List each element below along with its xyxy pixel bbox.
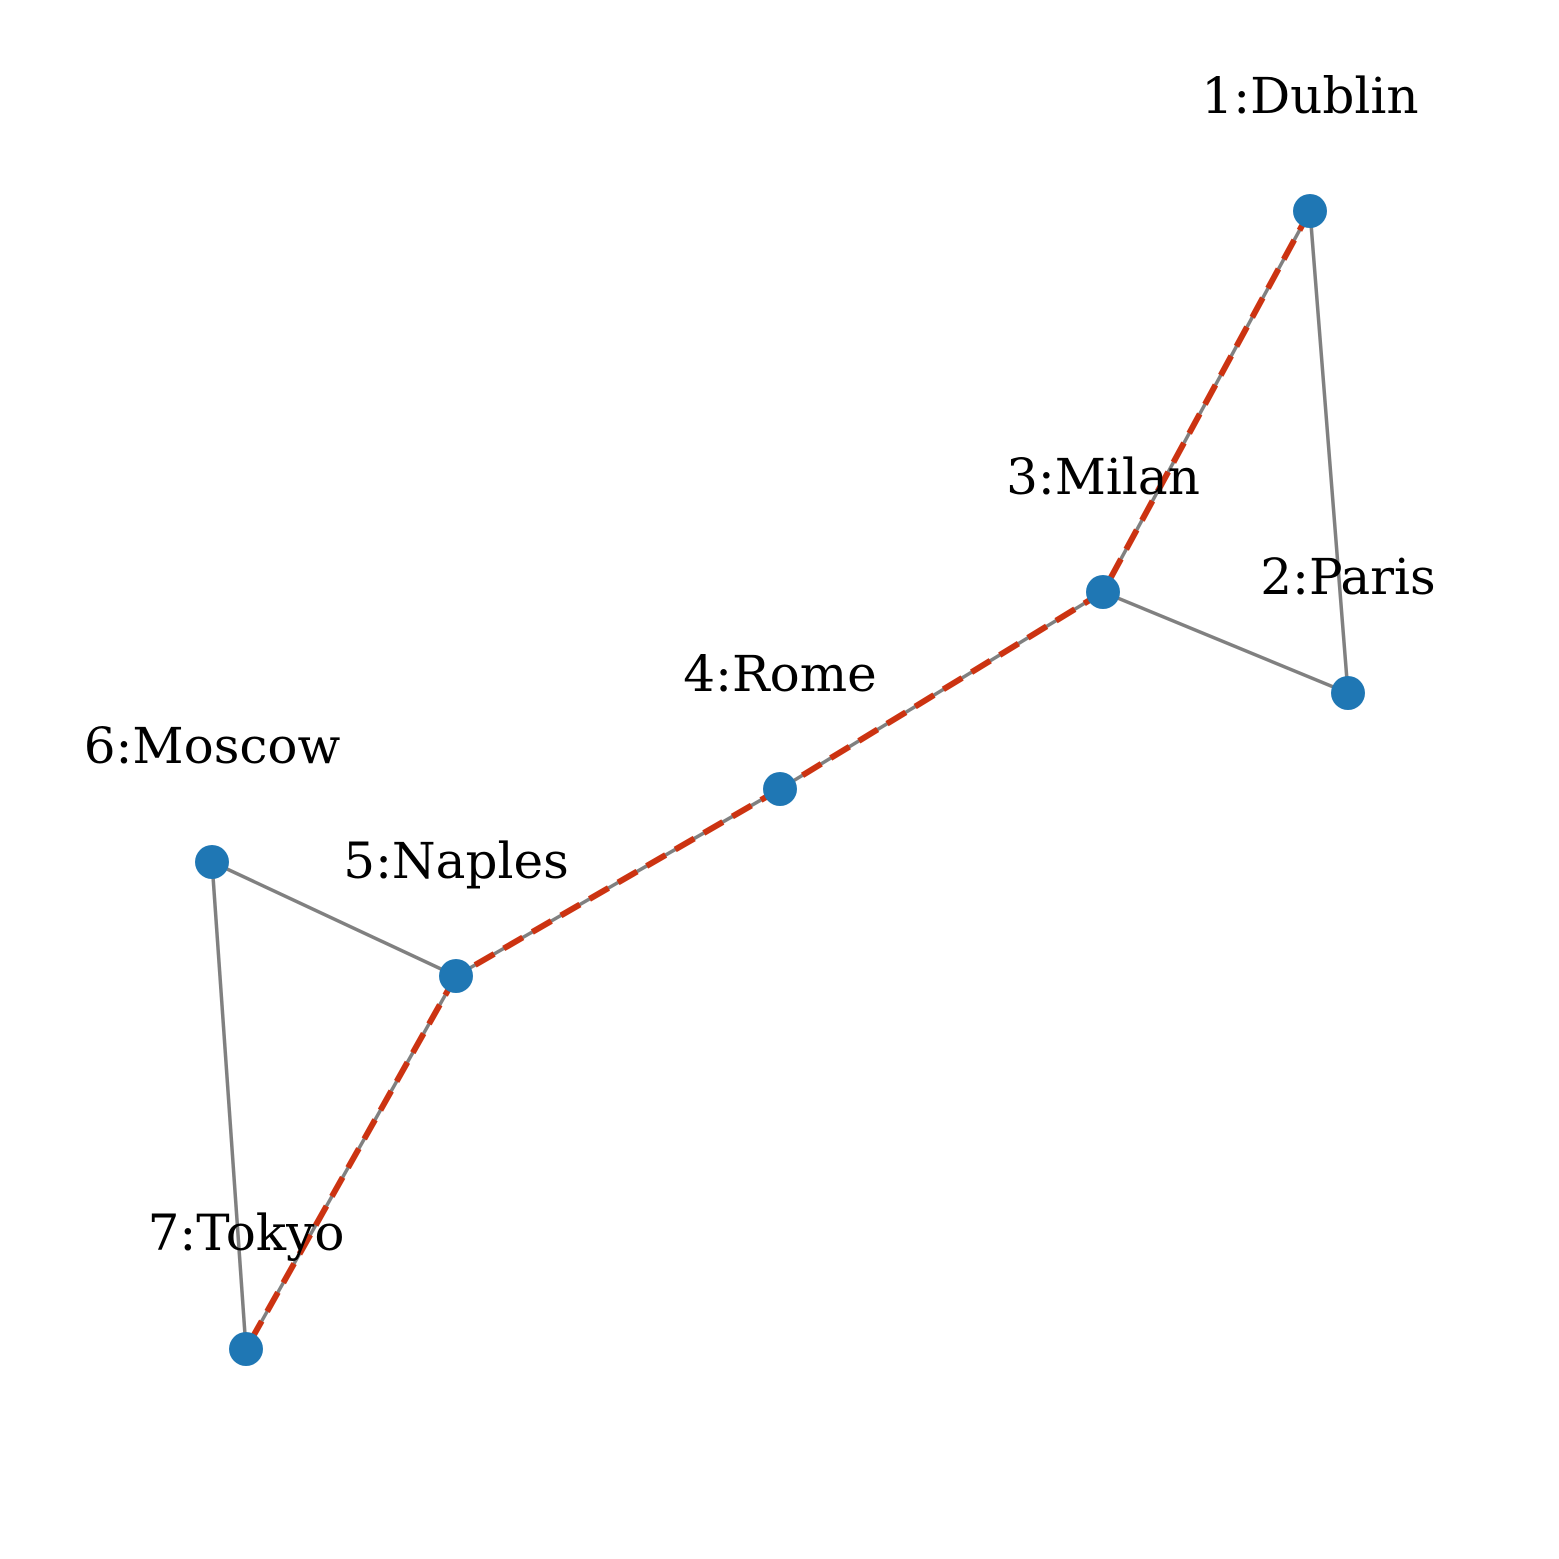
- node-3: [1086, 575, 1120, 609]
- node-4: [763, 772, 797, 806]
- edge-5-6: [211, 860, 457, 978]
- node-label-2: 2:Paris: [1260, 548, 1435, 606]
- node-2: [1331, 676, 1365, 710]
- node-label-1: 1:Dublin: [1201, 67, 1418, 125]
- highlighted-path-layer: [243, 209, 1313, 1351]
- node-6: [195, 845, 229, 879]
- edge-1-2: [1308, 210, 1350, 694]
- node-1: [1293, 194, 1327, 228]
- node-label-5: 5:Naples: [343, 832, 568, 890]
- labels-layer: 1:Dublin 2:Paris 3:Milan 4:Rome 5:Naples6:Mo…: [84, 67, 1436, 1262]
- node-label-6: 6:Moscow: [84, 717, 341, 775]
- path-segment-5-7: [243, 974, 459, 1351]
- path-segment-3-4: [778, 589, 1105, 792]
- node-label-4: 4:Rome: [683, 645, 876, 703]
- nodes-layer: [195, 194, 1365, 1366]
- node-5: [439, 959, 473, 993]
- edge-6-7: [210, 861, 248, 1350]
- path-segment-1-3: [1100, 209, 1313, 594]
- edge-2-3: [1102, 590, 1349, 695]
- node-label-3: 3:Milan: [1006, 448, 1200, 506]
- node-label-7: 7:Tokyo: [148, 1204, 345, 1262]
- node-7: [229, 1332, 263, 1366]
- path-segment-4-5: [454, 786, 782, 979]
